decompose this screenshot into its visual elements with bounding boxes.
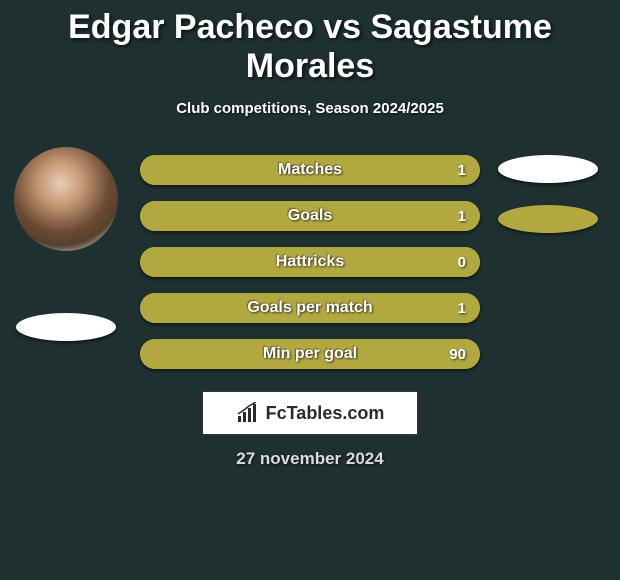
stat-bar: Hattricks0 <box>140 247 480 277</box>
stat-bar: Goals1 <box>140 201 480 231</box>
player-left-ellipse <box>16 313 116 341</box>
player-right-ellipse-1 <box>498 155 598 183</box>
stat-bar-fill <box>140 293 480 323</box>
stat-bar: Matches1 <box>140 155 480 185</box>
player-right-ellipse-2 <box>498 205 598 233</box>
stat-bar-value: 1 <box>458 201 466 231</box>
stat-bar-fill <box>140 155 480 185</box>
stat-bar-value: 1 <box>458 293 466 323</box>
stat-bar-fill <box>140 339 480 369</box>
player-right-column <box>498 155 598 233</box>
stat-bar: Min per goal90 <box>140 339 480 369</box>
stat-bar-value: 0 <box>458 247 466 277</box>
stat-bars: Matches1 Goals1 Hattricks0 Goals per match1… <box>140 155 480 385</box>
chart-icon <box>236 402 260 424</box>
stat-bar-fill <box>140 201 480 231</box>
stat-bar-fill <box>140 247 480 277</box>
date-label: 27 november 2024 <box>0 449 620 469</box>
logo-text: FcTables.com <box>266 403 385 424</box>
player-left-column <box>8 147 123 341</box>
stat-bar-value: 1 <box>458 155 466 185</box>
stat-bar-value: 90 <box>449 339 466 369</box>
subtitle: Club competitions, Season 2024/2025 <box>0 100 620 117</box>
logo-box[interactable]: FcTables.com <box>202 391 418 435</box>
page-title: Edgar Pacheco vs Sagastume Morales <box>0 0 620 86</box>
player-left-avatar <box>14 147 118 251</box>
comparison-card: Edgar Pacheco vs Sagastume Morales Club … <box>0 0 620 580</box>
stat-bar: Goals per match1 <box>140 293 480 323</box>
